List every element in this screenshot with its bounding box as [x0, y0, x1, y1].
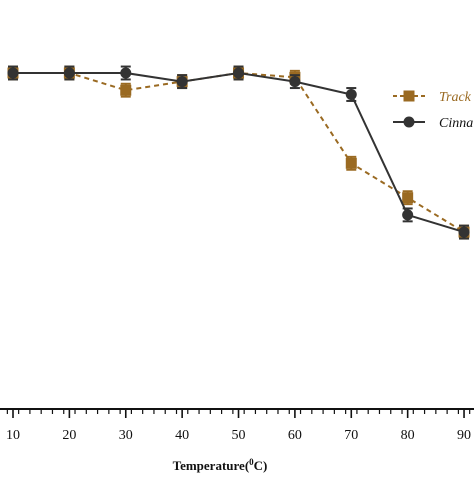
legend-track-label: Track	[439, 90, 472, 105]
data-point-circle[interactable]	[7, 67, 19, 79]
x-tick-label: 30	[119, 428, 133, 443]
legend-item-cinna[interactable]: Cinna	[393, 116, 473, 131]
x-tick-label: 10	[6, 428, 20, 443]
data-point-circle[interactable]	[458, 226, 470, 238]
series-track	[7, 65, 470, 240]
data-point-circle[interactable]	[345, 89, 357, 100]
x-axis-label: Temperature(0C)	[173, 457, 268, 473]
data-point-circle[interactable]	[63, 67, 75, 79]
data-point-square[interactable]	[345, 157, 357, 169]
x-tick-label: 90	[457, 428, 471, 443]
legend-cinna-marker	[403, 116, 415, 128]
series-layer	[7, 65, 470, 240]
series-cinna	[7, 65, 470, 240]
data-point-circle[interactable]	[289, 76, 301, 88]
axes: 10 20 30 40 50 60 70 80 90	[0, 408, 474, 443]
x-tick-label: 50	[232, 428, 246, 443]
x-tick-label: 20	[62, 428, 76, 443]
data-point-circle[interactable]	[120, 67, 132, 79]
data-point-square[interactable]	[120, 84, 132, 96]
x-tick-label: 70	[344, 428, 358, 443]
x-tick-label: 60	[288, 428, 302, 443]
x-tick-label: 40	[175, 428, 189, 443]
legend-cinna-label: Cinna	[439, 116, 473, 131]
data-point-circle[interactable]	[233, 67, 245, 79]
legend: Track Cinna	[393, 90, 473, 131]
x-axis-label-superscript: 0	[249, 457, 254, 467]
x-axis-label-main: Temperature(	[173, 458, 250, 473]
x-axis-label-tail: C)	[254, 458, 268, 473]
data-point-square[interactable]	[402, 192, 414, 204]
legend-track-marker	[403, 90, 415, 102]
x-tick-label: 80	[401, 428, 415, 443]
data-point-circle[interactable]	[402, 209, 414, 221]
data-point-circle[interactable]	[176, 76, 188, 88]
legend-item-track[interactable]: Track	[393, 90, 472, 105]
